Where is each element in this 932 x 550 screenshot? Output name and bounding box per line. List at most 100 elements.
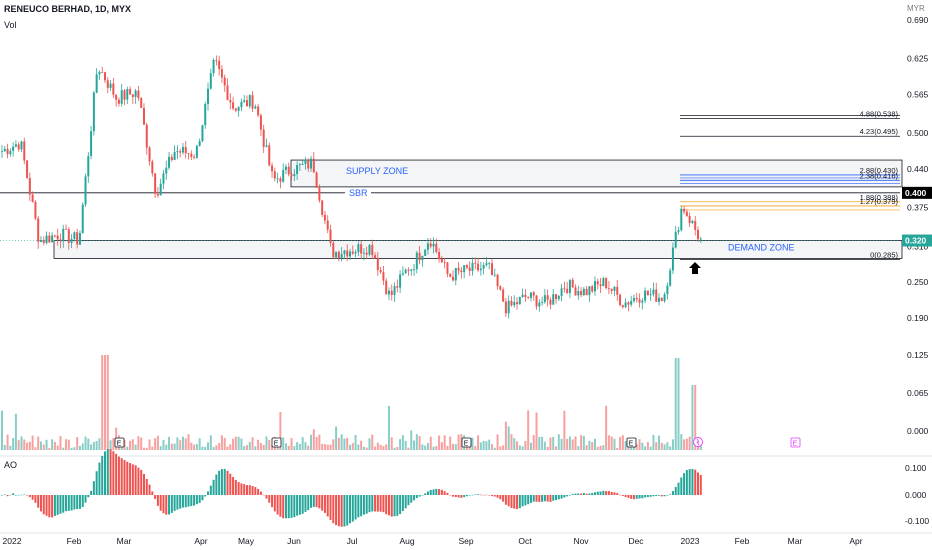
candle-body bbox=[404, 269, 407, 274]
volume-bar bbox=[619, 437, 622, 450]
candle-body bbox=[271, 165, 274, 172]
ao-bar bbox=[42, 495, 45, 515]
volume-bar bbox=[580, 435, 583, 450]
candle-body bbox=[207, 88, 210, 104]
ao-bar bbox=[104, 451, 107, 495]
candle-body bbox=[298, 164, 301, 166]
candle-body bbox=[131, 94, 134, 97]
ao-bar bbox=[168, 495, 171, 515]
candle-body bbox=[20, 141, 23, 150]
volume-bar bbox=[452, 443, 455, 450]
ao-bar bbox=[237, 482, 240, 495]
time-tick-label: Jun bbox=[287, 536, 301, 546]
volume-bar bbox=[70, 447, 73, 450]
ao-bar bbox=[574, 493, 577, 495]
candle-body bbox=[290, 174, 293, 177]
candle-body bbox=[674, 231, 677, 248]
ao-bar bbox=[215, 474, 218, 495]
candle-body bbox=[699, 238, 702, 240]
volume-bar bbox=[407, 447, 410, 450]
fib-level-label: 1.88(0.388) bbox=[860, 193, 899, 202]
volume-bar bbox=[605, 405, 608, 450]
candle-body bbox=[440, 258, 443, 263]
ao-bar bbox=[245, 485, 248, 495]
volume-bar bbox=[418, 436, 421, 450]
supply-zone-box bbox=[290, 159, 903, 188]
volume-bar bbox=[607, 435, 610, 450]
candle-body bbox=[616, 286, 619, 295]
candle-body bbox=[78, 232, 81, 245]
ao-bar bbox=[415, 495, 418, 499]
candle-body bbox=[193, 156, 196, 158]
volume-bar bbox=[616, 447, 619, 450]
volume-bar bbox=[474, 446, 477, 450]
candle-body bbox=[279, 178, 282, 182]
ao-bar bbox=[669, 494, 672, 495]
candle-body bbox=[607, 288, 610, 289]
candle-body bbox=[477, 263, 480, 271]
candle-body bbox=[95, 74, 98, 93]
candle-body bbox=[209, 73, 212, 89]
time-tick-label: Jul bbox=[347, 536, 358, 546]
volume-bar bbox=[610, 436, 613, 450]
earnings-event-icon bbox=[626, 437, 637, 448]
candle-body bbox=[538, 302, 541, 307]
time-tick-label: Aug bbox=[399, 536, 414, 546]
candle-body bbox=[3, 148, 6, 152]
ao-bar bbox=[479, 494, 482, 496]
volume-bar bbox=[541, 436, 544, 450]
ao-bar bbox=[560, 495, 563, 499]
earnings-event-label: E bbox=[274, 441, 279, 448]
ao-bar bbox=[538, 495, 541, 502]
candle-body bbox=[134, 90, 137, 97]
candle-body bbox=[106, 80, 109, 88]
volume-bar bbox=[142, 447, 145, 450]
volume-bar bbox=[165, 444, 168, 450]
candle-body bbox=[555, 294, 558, 300]
demand-zone-label: DEMAND ZONE bbox=[728, 243, 795, 253]
ao-bar bbox=[232, 477, 235, 495]
ao-bar bbox=[649, 495, 652, 497]
candle-body bbox=[574, 287, 577, 296]
candle-body bbox=[694, 220, 697, 230]
volume-bar bbox=[257, 439, 260, 450]
candle-body bbox=[368, 244, 371, 255]
volume-bar bbox=[482, 440, 485, 450]
ao-bar bbox=[126, 461, 129, 495]
volume-bar bbox=[440, 442, 443, 450]
ao-bar bbox=[527, 495, 530, 505]
ao-bar bbox=[591, 492, 594, 495]
candle-body bbox=[471, 262, 474, 271]
candle-body bbox=[468, 267, 471, 271]
ao-bar bbox=[301, 495, 304, 514]
price-tick-label: 0.250 bbox=[907, 277, 929, 287]
ao-bar bbox=[159, 495, 162, 511]
candle-body bbox=[457, 267, 460, 271]
volume-bar bbox=[527, 410, 530, 450]
ao-bar bbox=[471, 494, 474, 496]
candle-body bbox=[315, 172, 318, 188]
volume-bar bbox=[290, 438, 293, 450]
volume-bar bbox=[204, 446, 207, 450]
volume-bar bbox=[154, 438, 157, 450]
candle-body bbox=[112, 83, 115, 95]
candle-body bbox=[310, 158, 313, 169]
ao-bar bbox=[329, 495, 332, 520]
volume-bar bbox=[538, 436, 541, 450]
candle-body bbox=[552, 294, 555, 305]
volume-bar bbox=[638, 439, 641, 450]
ao-bar bbox=[315, 495, 318, 508]
ao-bar bbox=[485, 494, 488, 496]
volume-bar bbox=[585, 445, 588, 450]
ao-bar bbox=[190, 495, 193, 507]
candle-body bbox=[109, 83, 112, 88]
lightning-icon bbox=[696, 438, 700, 446]
ao-bar bbox=[477, 494, 480, 495]
volume-bar bbox=[613, 438, 616, 450]
candle-body bbox=[56, 235, 59, 240]
candle-body bbox=[452, 276, 455, 281]
volume-bar bbox=[276, 446, 279, 450]
ao-bar bbox=[23, 494, 26, 496]
volume-bar bbox=[658, 435, 661, 450]
